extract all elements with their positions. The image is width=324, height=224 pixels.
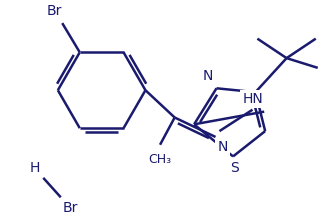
- Text: Br: Br: [47, 4, 62, 18]
- Text: N: N: [202, 69, 213, 83]
- Text: HN: HN: [242, 92, 263, 106]
- Text: S: S: [231, 161, 239, 175]
- Text: CH₃: CH₃: [148, 153, 172, 166]
- Text: H: H: [30, 161, 40, 175]
- Text: Br: Br: [63, 201, 78, 215]
- Text: N: N: [217, 140, 228, 154]
